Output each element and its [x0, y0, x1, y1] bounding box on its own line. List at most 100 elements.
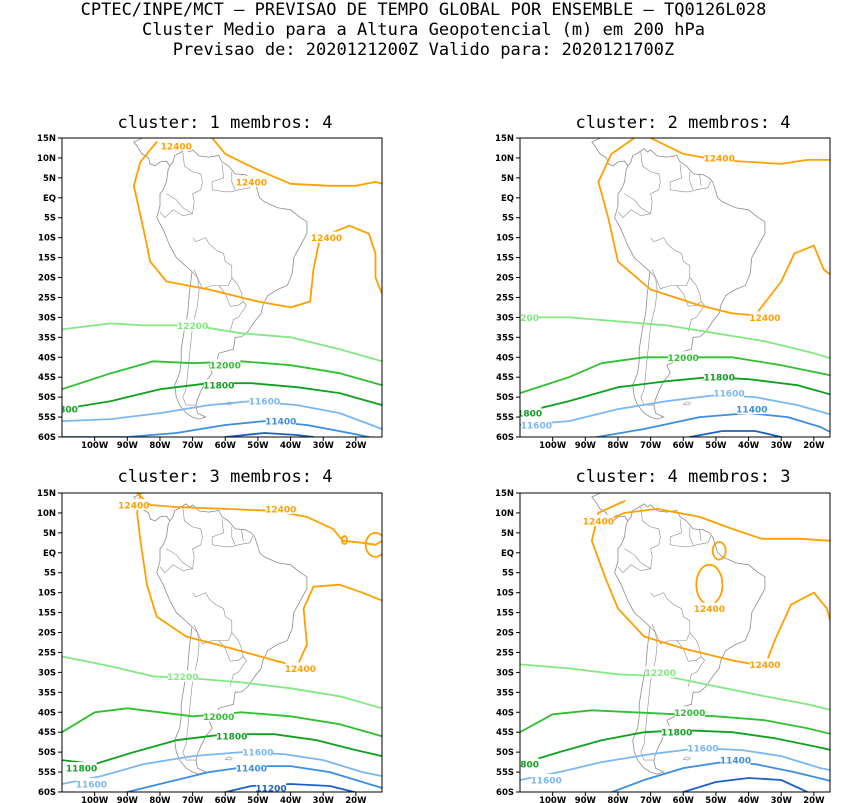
header-subtitle: Cluster Medio para a Altura Geopotencial… — [142, 20, 705, 40]
contour-label: 11600 — [76, 781, 107, 791]
country-border — [687, 301, 705, 332]
lon-label: 30W — [771, 796, 793, 803]
map-content: 12400 12400 12400 12200 12000 11800 11600 11400… — [62, 493, 382, 795]
lat-label: 60S — [38, 788, 56, 798]
lat-label: 20S — [496, 629, 514, 639]
lat-label: 15S — [38, 609, 56, 619]
contour-label-bg — [749, 658, 780, 670]
lat-label: 5S — [502, 214, 514, 224]
lat-label: 35S — [496, 333, 514, 343]
contour-12200 — [520, 663, 830, 711]
lat-label: 55S — [38, 413, 56, 423]
contour-label: 11800 — [661, 729, 692, 739]
lat-label: 60S — [496, 788, 514, 798]
lon-label: 90W — [575, 441, 597, 448]
lat-label: 45S — [38, 373, 56, 383]
country-border — [689, 526, 694, 545]
contour-11400 — [591, 412, 830, 437]
contour-12400 — [649, 138, 830, 165]
lat-label: 35S — [38, 688, 56, 698]
contour-12000 — [520, 356, 830, 394]
lon-label: 50W — [705, 796, 727, 803]
contour-label-bg — [520, 407, 542, 419]
lon-label: 50W — [247, 441, 269, 448]
lat-label: 45S — [38, 728, 56, 738]
contour-label: 12400 — [265, 505, 296, 515]
contour-label-bg — [645, 666, 676, 678]
contour-12400-inner-loop — [711, 541, 727, 561]
contour-label: 11800 — [66, 765, 97, 775]
south-america-coastline — [614, 148, 766, 420]
contour-label: 11200 — [255, 785, 286, 795]
contour-12400 — [211, 138, 382, 187]
contour-label-bg — [583, 514, 614, 526]
contour-label-bg — [749, 311, 780, 323]
lat-label: 15S — [496, 609, 514, 619]
lat-label: 10N — [495, 154, 514, 164]
map-content: 12400 12400 12400 12200 12000 11800 11600 11400… — [59, 138, 382, 437]
lat-label: 15N — [37, 489, 56, 499]
lon-label: 60W — [215, 441, 237, 448]
country-border — [650, 237, 691, 290]
contour-label: 12400 — [161, 142, 192, 152]
contour-label-bg — [720, 754, 751, 766]
contour-label: 1800 — [514, 761, 539, 771]
lat-label: EQ — [43, 194, 56, 204]
contour-11200 — [682, 777, 809, 792]
lat-label: 20S — [496, 274, 514, 284]
lon-label: 70W — [640, 441, 662, 448]
lat-label: 15N — [495, 134, 514, 144]
contour-label-bg — [66, 762, 97, 774]
country-border — [624, 151, 661, 215]
header-title: CPTEC/INPE/MCT – PREVISAO DE TEMPO GLOBA… — [80, 0, 767, 20]
lat-label: 15S — [496, 254, 514, 264]
lat-label: 35S — [38, 333, 56, 343]
contour-label-bg — [255, 782, 286, 792]
contour-11600 — [62, 400, 382, 430]
map-panel-1: 12400 12400 12400 12200 12000 11800 11600 11400… — [37, 134, 383, 448]
lon-label: 30W — [771, 441, 793, 448]
lat-label: 50S — [496, 748, 514, 758]
lat-label: 5N — [501, 174, 514, 184]
contour-label: 12400 — [236, 178, 267, 188]
lat-label: 40S — [38, 353, 56, 363]
lon-label: 100W — [81, 441, 109, 448]
country-border — [166, 506, 203, 570]
lat-label: 35S — [496, 688, 514, 698]
map-frame — [61, 492, 383, 793]
lat-label: 5N — [43, 174, 56, 184]
island-outline — [224, 756, 233, 761]
lat-label: 10S — [38, 589, 56, 599]
lat-label: 55S — [38, 768, 56, 778]
contour-label: 12400 — [583, 517, 614, 527]
contour-label-bg — [265, 502, 296, 514]
contour-label-bg — [76, 778, 107, 790]
lat-label: 50S — [38, 748, 56, 758]
lat-label: 30S — [38, 313, 56, 323]
country-border — [669, 518, 712, 548]
contour-label-bg — [311, 231, 342, 243]
lat-label: 30S — [496, 313, 514, 323]
contour-label: 12000 — [203, 713, 234, 723]
lat-label: 25S — [38, 648, 56, 658]
country-border — [687, 656, 705, 687]
central-america-coastline — [133, 138, 171, 167]
contour-12400-small-loop — [364, 531, 382, 558]
contour-label: 11400 — [736, 406, 767, 416]
lon-label: 50W — [705, 441, 727, 448]
contour-label-bg — [203, 379, 234, 391]
lat-label: 20S — [38, 629, 56, 639]
contour-label-bg — [521, 419, 552, 431]
contour-label-bg — [704, 371, 735, 383]
lon-label: 80W — [607, 796, 629, 803]
country-border — [650, 592, 691, 645]
contour-label: 12400 — [285, 665, 316, 675]
lon-label: 70W — [182, 441, 204, 448]
lat-label: 10N — [37, 509, 56, 519]
contour-label: 800 — [59, 406, 78, 416]
lon-label: 30W — [313, 441, 335, 448]
lon-label: 90W — [117, 796, 139, 803]
lon-label: 20W — [803, 441, 825, 448]
contour-label-bg — [177, 319, 208, 331]
lon-label: 100W — [539, 796, 567, 803]
